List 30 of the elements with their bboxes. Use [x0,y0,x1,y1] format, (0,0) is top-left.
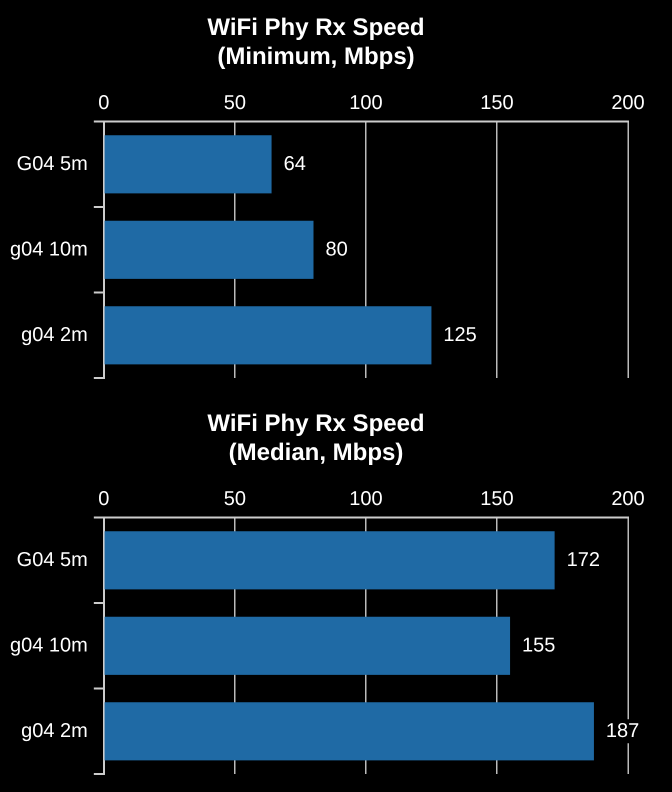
chart-title: WiFi Phy Rx Speed (Minimum, Mbps) [207,14,425,70]
y-tick-label: G04 5m [16,548,88,571]
x-tick-label: 0 [98,488,110,510]
data-label: 187 [606,720,640,742]
x-tick-label: 200 [611,488,645,510]
x-tick-label: 0 [98,92,110,114]
bar [104,616,510,675]
data-label: 172 [566,548,600,571]
bar [104,306,432,364]
bar [104,702,594,760]
y-tick-label: g04 2m [21,720,88,742]
bar [104,220,314,279]
chart-title: WiFi Phy Rx Speed (Median, Mbps) [207,410,425,466]
y-tick-label: G04 5m [16,152,88,175]
y-tick-label: g04 10m [10,238,88,260]
data-label: 125 [443,324,477,346]
data-label: 64 [284,152,306,175]
x-tick-label: 150 [480,92,514,114]
x-tick-label: 50 [224,488,246,510]
bar [104,531,555,590]
y-tick-label: g04 10m [10,634,88,656]
data-label: 155 [522,634,556,656]
x-tick-label: 100 [349,488,383,510]
x-tick-label: 150 [480,488,514,510]
data-label: 80 [326,238,348,260]
bar [104,135,272,194]
y-tick-label: g04 2m [21,324,88,346]
x-tick-label: 50 [224,92,246,114]
x-tick-label: 100 [349,92,383,114]
x-tick-label: 200 [611,92,645,114]
